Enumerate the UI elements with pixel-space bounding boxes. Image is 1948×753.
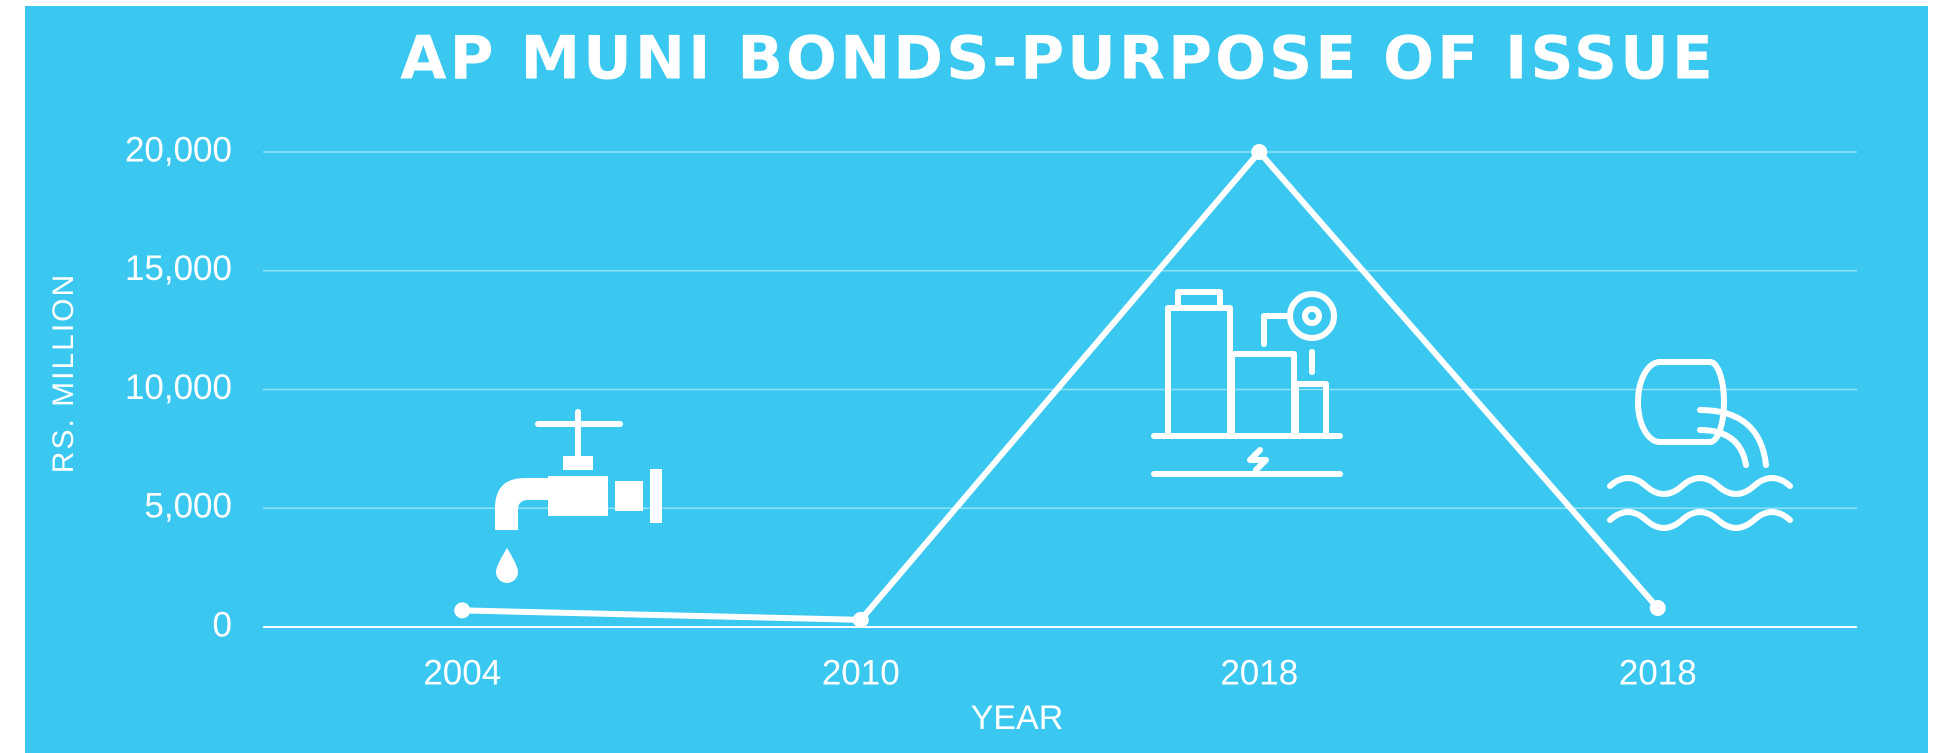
- background: [25, 6, 1928, 753]
- x-tick-label: 2018: [1220, 653, 1298, 692]
- x-tick-label: 2018: [1619, 653, 1697, 692]
- tap-icon: [495, 409, 662, 583]
- buildings-icon: [1151, 289, 1343, 477]
- point: [1649, 600, 1666, 616]
- point: [852, 611, 869, 628]
- x-tick-label: 2010: [822, 653, 900, 692]
- y-tick-label: 10,000: [125, 368, 232, 407]
- y-tick-label: 20,000: [125, 130, 232, 169]
- y-tick-label: 0: [213, 605, 232, 644]
- pipe-icon: [1607, 359, 1793, 531]
- x-tick-label: 2004: [423, 653, 501, 692]
- x-axis-label: YEAR: [971, 699, 1064, 737]
- point: [454, 602, 471, 619]
- y-tick-label: 5,000: [144, 487, 232, 526]
- y-axis-label: RS. MILLION: [47, 273, 80, 473]
- line: [462, 147, 1661, 623]
- chart-title: AP MUNI BONDS-PURPOSE OF ISSUE: [400, 24, 1716, 94]
- point: [1251, 144, 1268, 160]
- y-tick-label: 15,000: [125, 249, 232, 288]
